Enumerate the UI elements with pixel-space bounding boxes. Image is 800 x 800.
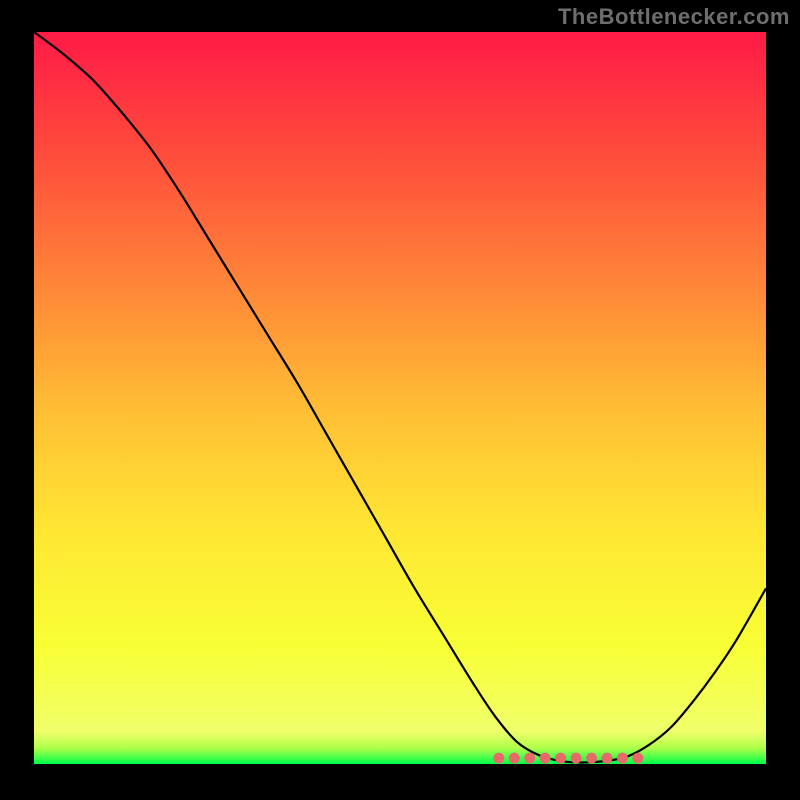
watermark-label: TheBottlenecker.com	[558, 4, 790, 30]
bottleneck-chart: TheBottlenecker.com	[0, 0, 800, 800]
optimal-marker-dot	[493, 753, 504, 764]
optimal-marker-dot	[586, 753, 597, 764]
optimal-marker-dot	[509, 753, 520, 764]
plot-area	[34, 32, 766, 764]
optimal-marker-band	[34, 32, 766, 764]
optimal-marker-dot	[601, 753, 612, 764]
optimal-marker-dot	[571, 753, 582, 764]
optimal-marker-dot	[632, 753, 643, 764]
optimal-marker-dot	[617, 753, 628, 764]
optimal-marker-dot	[524, 753, 535, 764]
optimal-marker-dot	[555, 753, 566, 764]
optimal-marker-dot	[540, 753, 551, 764]
